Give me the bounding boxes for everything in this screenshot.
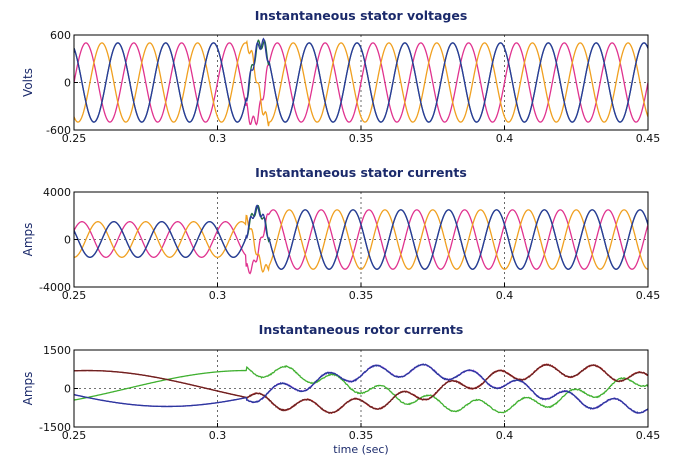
series-line-4 <box>74 204 648 270</box>
x-axis-label: time (sec) <box>333 443 388 456</box>
x-tick-label: 0.35 <box>349 132 374 145</box>
x-tick-label: 0.4 <box>496 132 514 145</box>
chart-title: Instantaneous stator currents <box>255 165 467 180</box>
y-axis-label: Amps <box>21 223 35 257</box>
series-line-3 <box>74 365 648 414</box>
x-tick-label: 0.4 <box>496 429 514 442</box>
y-axis-label: Amps <box>21 372 35 406</box>
x-tick-label: 0.45 <box>636 132 661 145</box>
y-axis-label: Volts <box>21 68 35 97</box>
x-tick-label: 0.3 <box>209 132 227 145</box>
y-tick-label: -1500 <box>39 421 71 434</box>
series-line-2 <box>74 209 648 273</box>
series-line-4 <box>74 37 648 123</box>
chart-title: Instantaneous stator voltages <box>255 8 468 23</box>
y-tick-label: 1500 <box>43 344 71 357</box>
series-line-4 <box>74 363 648 415</box>
series-line-5 <box>74 363 648 414</box>
x-tick-label: 0.3 <box>209 289 227 302</box>
x-tick-label: 0.35 <box>349 429 374 442</box>
x-tick-label: 0.25 <box>62 429 87 442</box>
x-tick-label: 0.4 <box>496 289 514 302</box>
x-tick-label: 0.35 <box>349 289 374 302</box>
chart-title: Instantaneous rotor currents <box>259 322 464 337</box>
y-tick-label: -4000 <box>39 281 71 294</box>
x-tick-label: 0.45 <box>636 289 661 302</box>
y-tick-label: -600 <box>46 124 71 137</box>
y-tick-label: 0 <box>64 234 71 247</box>
series-line-1 <box>74 42 648 126</box>
x-tick-label: 0.3 <box>209 429 227 442</box>
y-tick-label: 0 <box>64 383 71 396</box>
x-tick-label: 0.25 <box>62 289 87 302</box>
series-line-2 <box>74 39 648 127</box>
y-tick-label: 0 <box>64 77 71 90</box>
y-tick-label: 600 <box>50 29 71 42</box>
x-tick-label: 0.45 <box>636 429 661 442</box>
x-tick-label: 0.25 <box>62 132 87 145</box>
y-tick-label: 4000 <box>43 186 71 199</box>
